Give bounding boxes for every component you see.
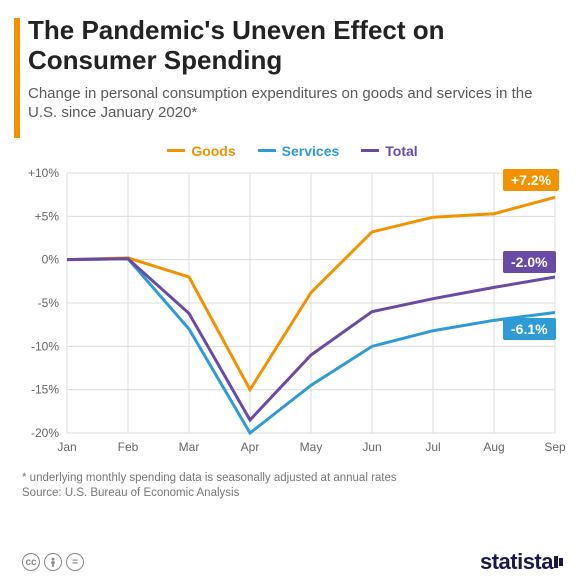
svg-text:May: May xyxy=(300,440,323,454)
cc-icons: cc = xyxy=(22,553,84,571)
brand-bar-icon xyxy=(559,558,563,566)
page-subtitle: Change in personal consumption expenditu… xyxy=(28,84,557,123)
footer: cc = statista xyxy=(0,549,585,575)
cc-icon: cc xyxy=(22,553,40,571)
by-icon xyxy=(44,553,62,571)
svg-text:+5%: +5% xyxy=(35,209,60,223)
end-label-services: -6.1% xyxy=(503,318,556,340)
svg-text:Mar: Mar xyxy=(179,440,200,454)
end-label-goods: +7.2% xyxy=(503,169,559,191)
nd-icon: = xyxy=(66,553,84,571)
svg-text:-10%: -10% xyxy=(31,339,59,353)
svg-text:Apr: Apr xyxy=(241,440,260,454)
header: The Pandemic's Uneven Effect on Consumer… xyxy=(0,0,585,133)
svg-text:Jul: Jul xyxy=(425,440,440,454)
accent-bar xyxy=(14,18,20,138)
chart-area: +10% +5% 0% -5% -10% -15% -20%Jan Feb Mar Apr May J… xyxy=(15,163,570,463)
svg-text:+10%: +10% xyxy=(28,166,59,180)
brand-logo: statista xyxy=(480,549,563,575)
legend-item-services: Services xyxy=(258,143,340,159)
legend-item-goods: Goods xyxy=(167,143,235,159)
legend-label: Goods xyxy=(191,143,235,159)
svg-text:-5%: -5% xyxy=(38,296,60,310)
legend-item-total: Total xyxy=(361,143,417,159)
svg-text:Feb: Feb xyxy=(118,440,139,454)
legend-dash-icon xyxy=(361,149,379,152)
svg-text:Jan: Jan xyxy=(57,440,76,454)
brand-text: statista xyxy=(480,549,553,575)
svg-text:Sep: Sep xyxy=(544,440,566,454)
footnote-line-2: Source: U.S. Bureau of Economic Analysis xyxy=(22,486,563,502)
page-title: The Pandemic's Uneven Effect on Consumer… xyxy=(28,16,557,76)
svg-text:Aug: Aug xyxy=(483,440,504,454)
footnote-line-1: * underlying monthly spending data is se… xyxy=(22,471,563,487)
svg-text:0%: 0% xyxy=(42,252,60,266)
svg-text:-20%: -20% xyxy=(31,426,59,440)
footnote: * underlying monthly spending data is se… xyxy=(0,463,585,502)
line-chart-svg: +10% +5% 0% -5% -10% -15% -20%Jan Feb Mar Apr May J… xyxy=(15,163,570,463)
svg-text:-15%: -15% xyxy=(31,382,59,396)
legend: Goods Services Total xyxy=(0,143,585,159)
legend-label: Services xyxy=(282,143,340,159)
end-label-total: -2.0% xyxy=(503,251,556,273)
legend-dash-icon xyxy=(167,149,185,152)
svg-text:Jun: Jun xyxy=(362,440,381,454)
brand-bar-icon xyxy=(554,556,558,568)
legend-label: Total xyxy=(385,143,417,159)
legend-dash-icon xyxy=(258,149,276,152)
